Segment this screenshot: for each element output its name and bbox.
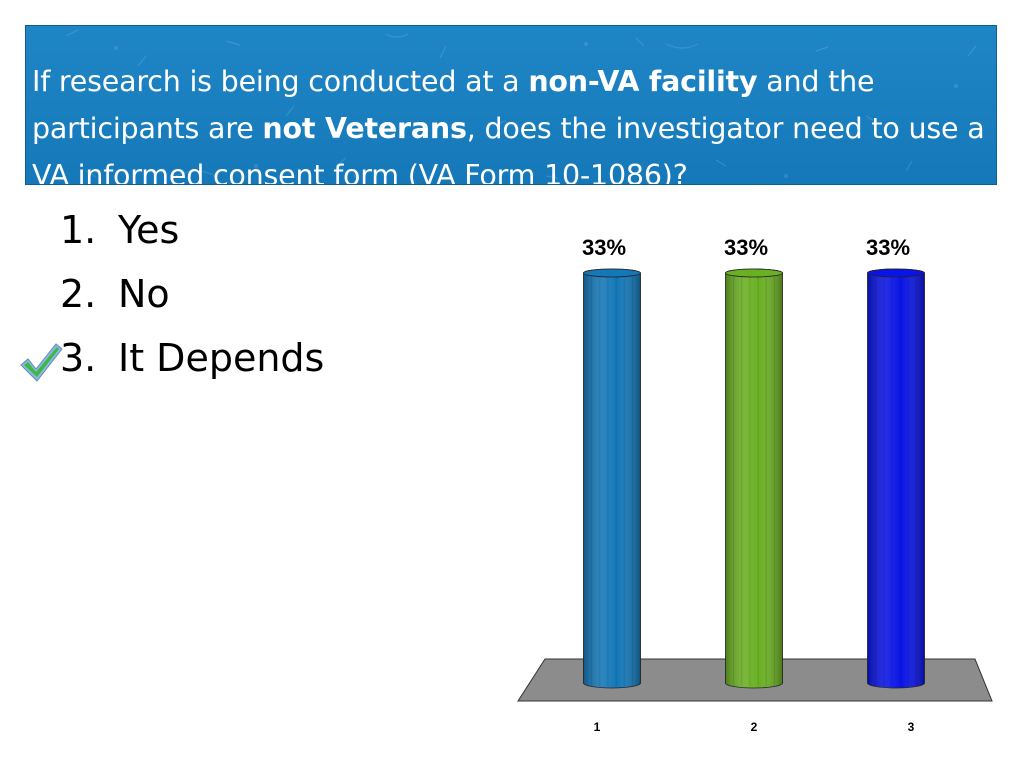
value-label-3: 33% [866, 235, 910, 260]
option-label: Yes [118, 208, 180, 252]
option-number: 3. [60, 336, 97, 380]
question-header: If research is being conducted at a non-… [25, 25, 997, 185]
checkmark-icon [20, 343, 63, 382]
answer-options: 1. Yes 2. No 3. It Depends [20, 205, 325, 397]
option-label: It Depends [118, 336, 325, 380]
bar-2 [725, 268, 783, 689]
category-label-1: 1 [594, 720, 601, 734]
header-decoration [65, 29, 977, 179]
emphasis-non-va-facility: non-VA facility [528, 65, 758, 98]
option-no[interactable]: 2. No [60, 269, 324, 333]
category-label-2: 2 [751, 720, 758, 734]
option-label: No [118, 272, 170, 316]
value-label-1: 33% [582, 235, 626, 260]
bar-1 [583, 268, 641, 689]
value-label-2: 33% [724, 235, 768, 260]
option-number: 1. [60, 208, 97, 252]
option-yes[interactable]: 1. Yes [60, 205, 324, 269]
category-label-3: 3 [908, 720, 915, 734]
question-text: If research is being conducted at a non-… [32, 65, 985, 185]
emphasis-not-veterans: not Veterans [262, 112, 467, 145]
option-number: 2. [60, 272, 97, 316]
option-it-depends[interactable]: 3. It Depends [20, 333, 325, 397]
bar-3 [867, 268, 925, 689]
response-bar-chart: 33% 1 33% 2 33% 3 [517, 235, 993, 734]
